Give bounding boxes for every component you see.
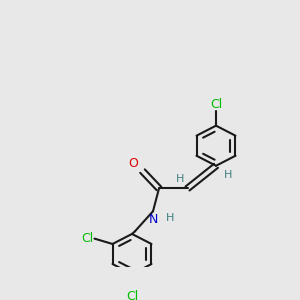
- Text: H: H: [176, 175, 184, 184]
- Text: Cl: Cl: [126, 290, 138, 300]
- Text: N: N: [148, 213, 158, 226]
- Text: H: H: [166, 213, 174, 224]
- Text: O: O: [128, 157, 138, 170]
- Text: Cl: Cl: [81, 232, 93, 245]
- Text: H: H: [224, 170, 232, 180]
- Text: Cl: Cl: [210, 98, 222, 111]
